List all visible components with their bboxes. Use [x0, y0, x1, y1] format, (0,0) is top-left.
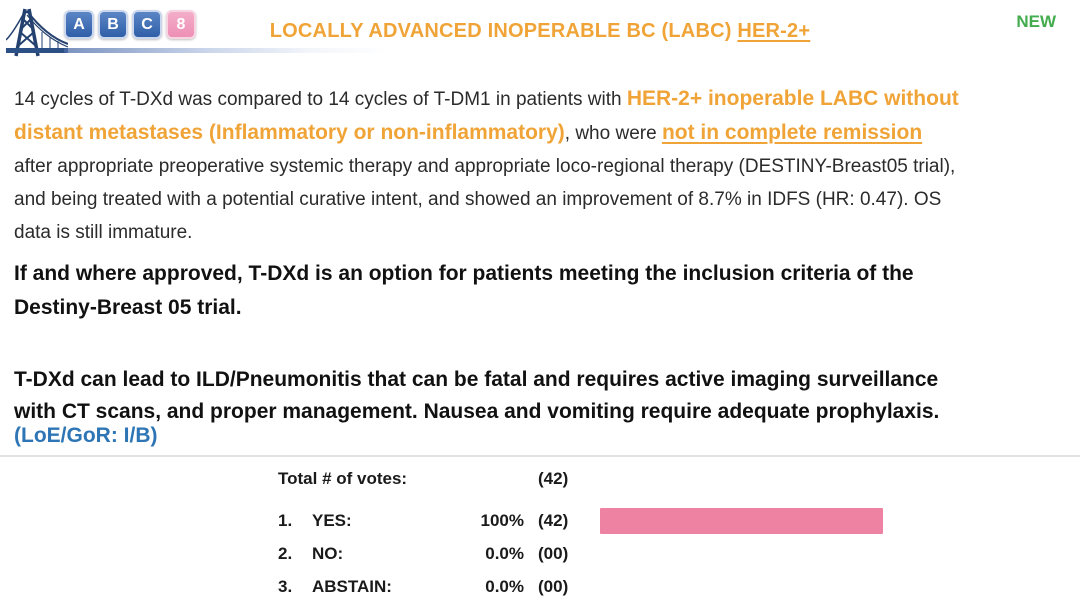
vote-count: (42) — [538, 510, 569, 530]
intro-segment-highlight-underline: not in complete remission — [661, 121, 923, 144]
vote-num: 2. — [278, 543, 293, 563]
vote-row-abstain: 3. ABSTAIN: 0.0% (00) — [278, 570, 1058, 603]
vote-count: (00) — [538, 576, 569, 596]
statement-safety: T-DXd can lead to ILD/Pneumonitis that c… — [14, 368, 940, 423]
page-title-main: LOCALLY ADVANCED INOPERABLE BC (LABC) — [269, 20, 738, 42]
votes-total-label: Total # of votes: — [278, 469, 408, 488]
vote-num: 3. — [278, 576, 293, 596]
vote-label: ABSTAIN: — [312, 576, 392, 596]
vote-pct: 0.0% — [485, 543, 524, 563]
vote-label: YES: — [312, 510, 352, 530]
statement-approval: If and where approved, T-DXd is an optio… — [14, 262, 914, 319]
vote-pct: 0.0% — [485, 576, 524, 596]
logo-letter-c: C — [132, 10, 162, 39]
bridge-icon — [6, 8, 68, 57]
page-title: LOCALLY ADVANCED INOPERABLE BC (LABC) HE… — [0, 20, 1080, 43]
intro-segment-highlight: HER-2+ inoperable LABC without distant m… — [14, 87, 959, 144]
votes-total-count: (42) — [538, 469, 569, 488]
intro-segment: after appropriate preoperative systemic … — [14, 156, 956, 243]
vote-num: 1. — [278, 510, 293, 530]
logo-letter-boxes: A B C 8 — [64, 10, 196, 39]
vote-bar — [600, 507, 883, 534]
vote-label: NO: — [312, 543, 344, 563]
page-title-underlined: HER-2+ — [737, 20, 811, 42]
vote-count: (00) — [538, 543, 569, 563]
intro-segment: , who were — [564, 123, 662, 144]
bridge-deck-line — [64, 48, 389, 53]
votes-table: Total # of votes: (42) 1. YES: 100% (42)… — [278, 464, 1058, 603]
loe-gor-note: (LoE/GoR: I/B) — [14, 424, 158, 447]
new-badge: NEW — [1016, 12, 1056, 31]
vote-pct: 100% — [480, 510, 524, 530]
intro-paragraph: 14 cycles of T-DXd was compared to 14 cy… — [14, 82, 1070, 249]
section-divider — [0, 455, 1080, 457]
vote-row-no: 2. NO: 0.0% (00) — [278, 537, 1058, 570]
logo-letter-a: A — [64, 10, 94, 39]
votes-total-row: Total # of votes: (42) — [278, 464, 1058, 494]
intro-segment: 14 cycles of T-DXd was compared to 14 cy… — [14, 89, 627, 110]
vote-row-yes: 1. YES: 100% (42) — [278, 504, 1058, 537]
logo-number-8: 8 — [166, 10, 196, 39]
logo-letter-b: B — [98, 10, 128, 39]
abc8-logo: A B C 8 — [6, 4, 196, 62]
